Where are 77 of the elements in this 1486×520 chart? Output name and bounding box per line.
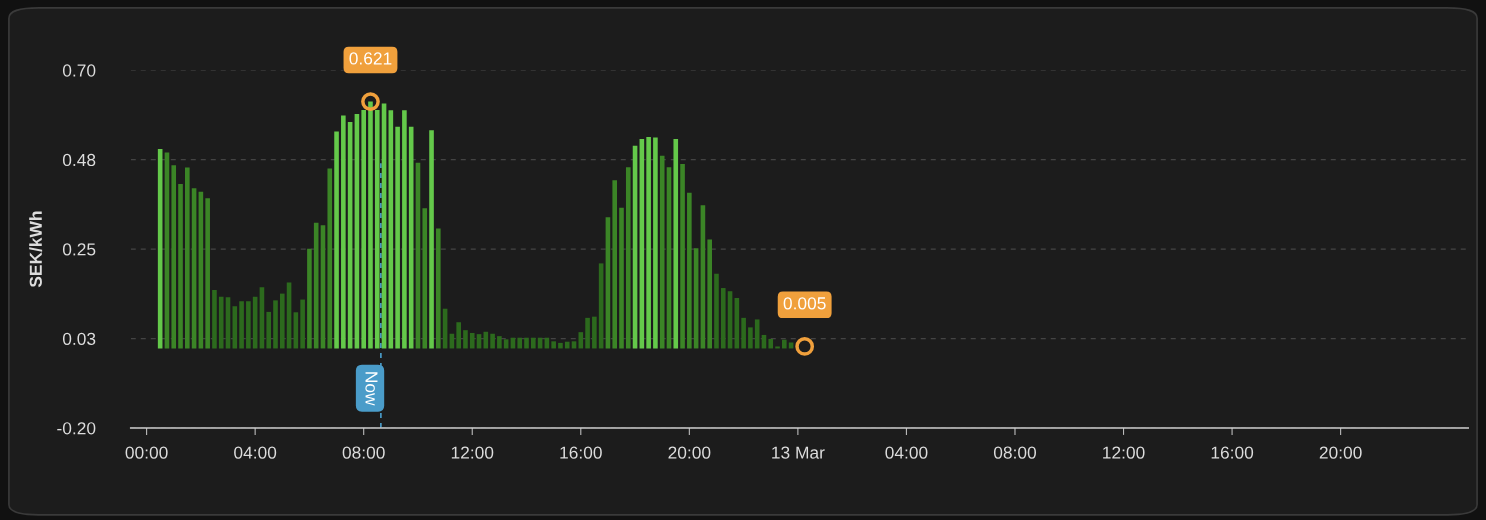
x-tick-label: 12:00: [451, 446, 494, 459]
bar: [239, 301, 244, 349]
bar: [178, 183, 183, 349]
bar: [524, 337, 529, 349]
x-tick-label: 20:00: [1319, 446, 1362, 459]
y-tick-label: 0.25: [62, 243, 96, 256]
ref-line-label: Now: [365, 372, 378, 406]
bar: [300, 299, 305, 349]
bar: [205, 198, 210, 349]
y-tick-label: -0.20: [57, 422, 96, 435]
bar: [266, 311, 272, 349]
bar: [592, 316, 597, 349]
bar: [558, 342, 563, 349]
bar: [273, 300, 278, 349]
bar: [374, 109, 380, 349]
bar: [551, 341, 556, 349]
bar: [395, 126, 400, 349]
bar: [659, 155, 665, 349]
bar: [687, 192, 692, 349]
bar: [619, 207, 624, 349]
x-tick-label: 20:00: [668, 446, 711, 459]
bar: [171, 165, 177, 349]
x-tick-label: 16:00: [560, 446, 602, 459]
bar: [782, 339, 787, 349]
x-tick-label: 08:00: [342, 446, 385, 459]
bar: [402, 110, 407, 349]
y-axis-title: SEK/kWh: [29, 211, 43, 288]
bar: [707, 239, 712, 349]
bar: [327, 168, 333, 349]
y-tick-label: 0.03: [62, 332, 96, 345]
x-tick-label: 12:00: [1103, 446, 1145, 459]
bar: [361, 109, 366, 349]
bar: [673, 138, 679, 349]
bar: [497, 336, 502, 349]
bar: [564, 341, 570, 349]
bar: [463, 330, 468, 349]
bar: [469, 332, 475, 349]
bar: [246, 301, 251, 349]
y-tick-label: 0.70: [62, 64, 96, 77]
x-tick-label: 16:00: [1211, 446, 1254, 459]
bar: [748, 327, 753, 349]
y-tick-label: 0.48: [62, 153, 96, 167]
bar: [279, 293, 285, 349]
bar: [530, 337, 536, 349]
bar: [218, 296, 224, 349]
bar: [714, 273, 719, 349]
x-tick-label: 08:00: [993, 446, 1037, 459]
bar: [517, 337, 523, 349]
bar: [456, 322, 461, 349]
x-tick-label: 04:00: [234, 446, 277, 459]
bar: [232, 306, 238, 349]
bar: [768, 338, 774, 349]
annotation: 0.621: [349, 52, 392, 65]
bar: [578, 332, 584, 349]
bar: [212, 290, 217, 349]
x-tick-label: 04:00: [885, 446, 928, 459]
x-tick-label: 13 Mar: [772, 446, 825, 459]
bar: [720, 288, 726, 349]
bar: [429, 130, 434, 349]
bar: [653, 137, 658, 349]
bar: [341, 115, 346, 349]
bar: [612, 180, 618, 349]
bar: [334, 131, 339, 349]
bar: [436, 228, 441, 349]
bar: [368, 101, 373, 349]
bar: [585, 317, 590, 349]
bar: [680, 164, 685, 349]
x-tick-label: 00:00: [125, 446, 168, 459]
bar: [741, 317, 746, 349]
bar: [307, 248, 312, 349]
bar: [313, 222, 319, 349]
bar: [422, 208, 428, 349]
bar: [185, 167, 190, 349]
bar: [646, 136, 651, 349]
bar: [625, 167, 631, 349]
annotation: 0.005: [783, 297, 826, 310]
bar: [490, 333, 495, 349]
